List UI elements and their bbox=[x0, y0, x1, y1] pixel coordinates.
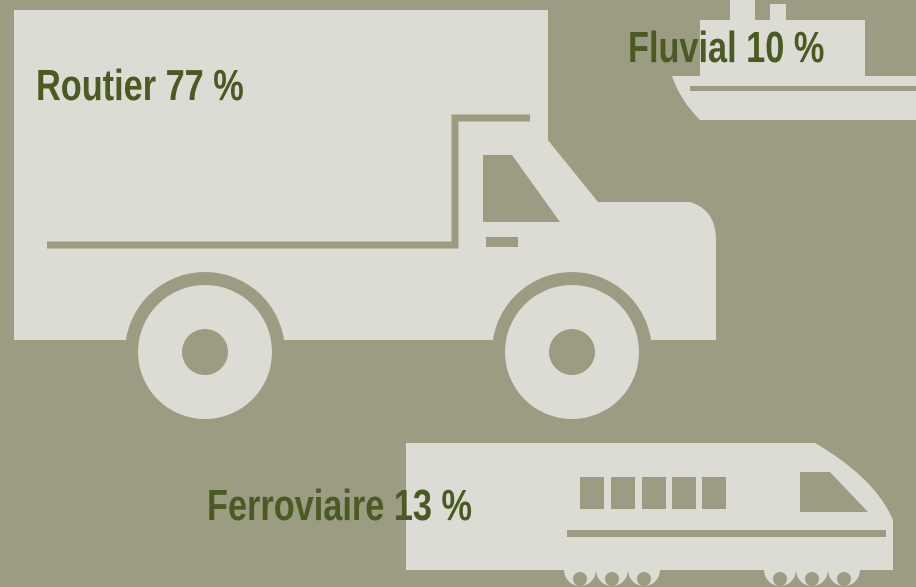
truck-lines bbox=[47, 114, 530, 249]
label-rail: Ferroviaire 13 % bbox=[207, 481, 472, 530]
truck-handle bbox=[486, 237, 518, 247]
boat-stripe bbox=[690, 86, 916, 91]
truck-wheels bbox=[125, 272, 652, 432]
truck-window bbox=[483, 155, 560, 222]
label-river: Fluvial 10 % bbox=[628, 23, 824, 72]
train-icon bbox=[406, 443, 893, 586]
label-road: Routier 77 % bbox=[36, 61, 244, 110]
